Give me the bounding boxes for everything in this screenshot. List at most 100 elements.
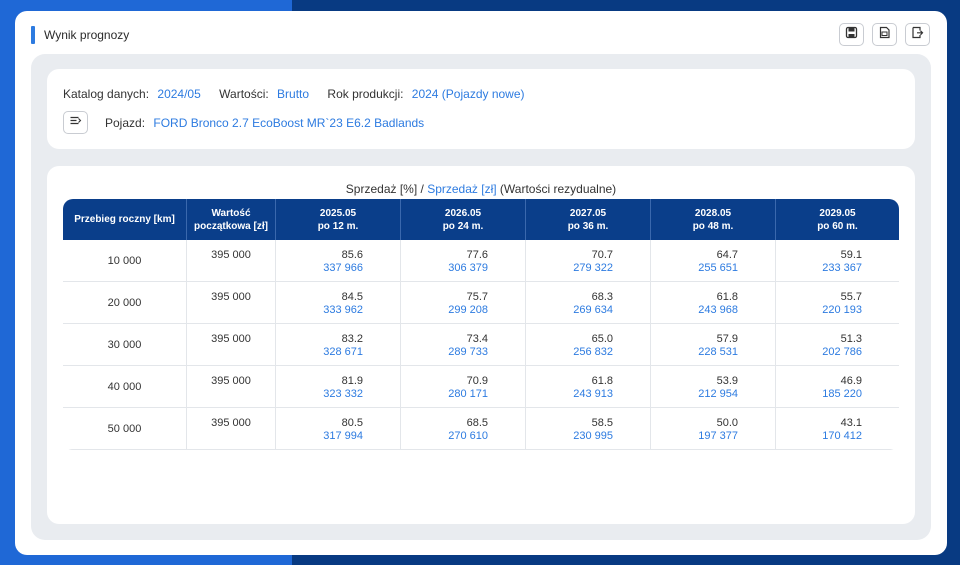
percent-value: 70.7 (591, 249, 613, 261)
forecast-cell: 58.5 230 995 (526, 408, 651, 449)
header-year-5: 2029.05 po 60 m. (776, 199, 899, 240)
table-header: Przebieg roczny [km] Wartość początkowa … (63, 199, 899, 240)
percent-value: 68.5 (466, 417, 488, 429)
mileage-cell: 20 000 (63, 282, 187, 323)
percent-value: 61.8 (591, 375, 613, 387)
pln-value: 243 913 (573, 388, 613, 400)
content-area: Katalog danych: 2024/05 Wartości: Brutto… (31, 54, 931, 540)
percent-value: 55.7 (840, 291, 862, 303)
initial-value-cell: 395 000 (187, 408, 276, 449)
values-label: Wartości: (219, 87, 269, 101)
pln-value: 212 954 (698, 388, 738, 400)
percent-value: 77.6 (466, 249, 488, 261)
pln-value: 333 962 (323, 304, 363, 316)
header-year-4: 2028.05 po 48 m. (651, 199, 776, 240)
caption-sales-pln: Sprzedaż [zł] (427, 182, 497, 196)
export-button[interactable] (905, 23, 930, 46)
table-row: 10 000 395 000 85.6 337 966 77.6 306 379 7… (63, 240, 899, 282)
forecast-cell: 50.0 197 377 (651, 408, 776, 449)
year-value: 2024 (Pojazdy nowe) (411, 87, 525, 101)
pln-value: 306 379 (448, 262, 488, 274)
pln-value: 220 193 (822, 304, 862, 316)
forecast-cell: 84.5 333 962 (276, 282, 401, 323)
pln-value: 270 610 (448, 430, 488, 442)
pln-value: 337 966 (323, 262, 363, 274)
forecast-cell: 81.9 323 332 (276, 366, 401, 407)
caption-sales-percent: Sprzedaż [%] (345, 182, 418, 196)
vehicle-menu-button[interactable] (63, 111, 88, 134)
header-year-date: 2029.05 (819, 207, 856, 219)
percent-value: 46.9 (840, 375, 862, 387)
header-mileage-label: Przebieg roczny [km] (74, 214, 175, 225)
pln-value: 323 332 (323, 388, 363, 400)
catalog-value: 2024/05 (157, 87, 201, 101)
header-year-period: po 24 m. (442, 220, 484, 232)
pln-value: 228 531 (698, 346, 738, 358)
forecast-result-panel: Wynik prognozy Katalog danych: 2024/05 W… (15, 11, 947, 555)
vehicle-value[interactable]: FORD Bronco 2.7 EcoBoost MR`23 E6.2 Badl… (153, 116, 425, 130)
caption-separator: / (420, 182, 424, 196)
pln-value: 289 733 (448, 346, 488, 358)
vehicle-row: Pojazd: FORD Bronco 2.7 EcoBoost MR`23 E… (105, 116, 424, 130)
percent-value: 58.5 (591, 417, 613, 429)
header-initial-value: Wartość początkowa [zł] (187, 199, 276, 240)
percent-value: 50.0 (716, 417, 738, 429)
header-mileage: Przebieg roczny [km] (63, 199, 187, 240)
title-accent-bar (31, 26, 35, 44)
initial-value-cell: 395 000 (187, 366, 276, 407)
percent-value: 83.2 (341, 333, 363, 345)
header-year-period: po 48 m. (692, 220, 734, 232)
pln-value: 170 412 (822, 430, 862, 442)
table-body: 10 000 395 000 85.6 337 966 77.6 306 379 7… (63, 240, 899, 450)
forecast-cell: 61.8 243 968 (651, 282, 776, 323)
initial-value-cell: 395 000 (187, 282, 276, 323)
forecast-cell: 65.0 256 832 (526, 324, 651, 365)
table-row: 40 000 395 000 81.9 323 332 70.9 280 171 6… (63, 366, 899, 408)
percent-value: 68.3 (591, 291, 613, 303)
save-button[interactable] (839, 23, 864, 46)
forecast-cell: 70.7 279 322 (526, 240, 651, 281)
header-year-date: 2025.05 (319, 207, 357, 219)
year-label: Rok produkcji: (327, 87, 404, 101)
csv-export-icon (878, 26, 891, 44)
percent-value: 85.6 (341, 249, 363, 261)
forecast-cell: 80.5 317 994 (276, 408, 401, 449)
caption-residual: (Wartości rezydualne) (499, 182, 617, 196)
percent-value: 84.5 (341, 291, 363, 303)
pln-value: 279 322 (573, 262, 613, 274)
header-year-2: 2026.05 po 24 m. (401, 199, 526, 240)
percent-value: 59.1 (840, 249, 862, 261)
header-year-period: po 60 m. (817, 220, 858, 232)
forecast-cell: 53.9 212 954 (651, 366, 776, 407)
pln-value: 197 377 (698, 430, 738, 442)
pln-value: 328 671 (323, 346, 363, 358)
pln-value: 299 208 (448, 304, 488, 316)
pln-value: 317 994 (323, 430, 363, 442)
percent-value: 73.4 (466, 333, 488, 345)
pln-value: 243 968 (698, 304, 738, 316)
forecast-cell: 85.6 337 966 (276, 240, 401, 281)
csv-export-button[interactable] (872, 23, 897, 46)
forecast-cell: 73.4 289 733 (401, 324, 526, 365)
percent-value: 80.5 (341, 417, 363, 429)
forecast-table: Przebieg roczny [km] Wartość początkowa … (63, 199, 899, 450)
percent-value: 65.0 (591, 333, 613, 345)
save-icon (845, 26, 858, 44)
pln-value: 256 832 (573, 346, 613, 358)
header-year-3: 2027.05 po 36 m. (526, 199, 651, 240)
mileage-cell: 40 000 (63, 366, 187, 407)
pln-value: 233 367 (822, 262, 862, 274)
mileage-cell: 50 000 (63, 408, 187, 449)
forecast-cell: 70.9 280 171 (401, 366, 526, 407)
forecast-cell: 68.5 270 610 (401, 408, 526, 449)
forecast-cell: 68.3 269 634 (526, 282, 651, 323)
panel-header: Wynik prognozy (15, 11, 947, 55)
pln-value: 202 786 (822, 346, 862, 358)
table-row: 50 000 395 000 80.5 317 994 68.5 270 610 5… (63, 408, 899, 450)
header-initial-line1: Wartość (211, 207, 251, 219)
header-year-date: 2027.05 (569, 207, 607, 219)
export-icon (911, 26, 924, 44)
table-row: 30 000 395 000 83.2 328 671 73.4 289 733 6… (63, 324, 899, 366)
forecast-cell: 64.7 255 651 (651, 240, 776, 281)
pln-value: 280 171 (448, 388, 488, 400)
